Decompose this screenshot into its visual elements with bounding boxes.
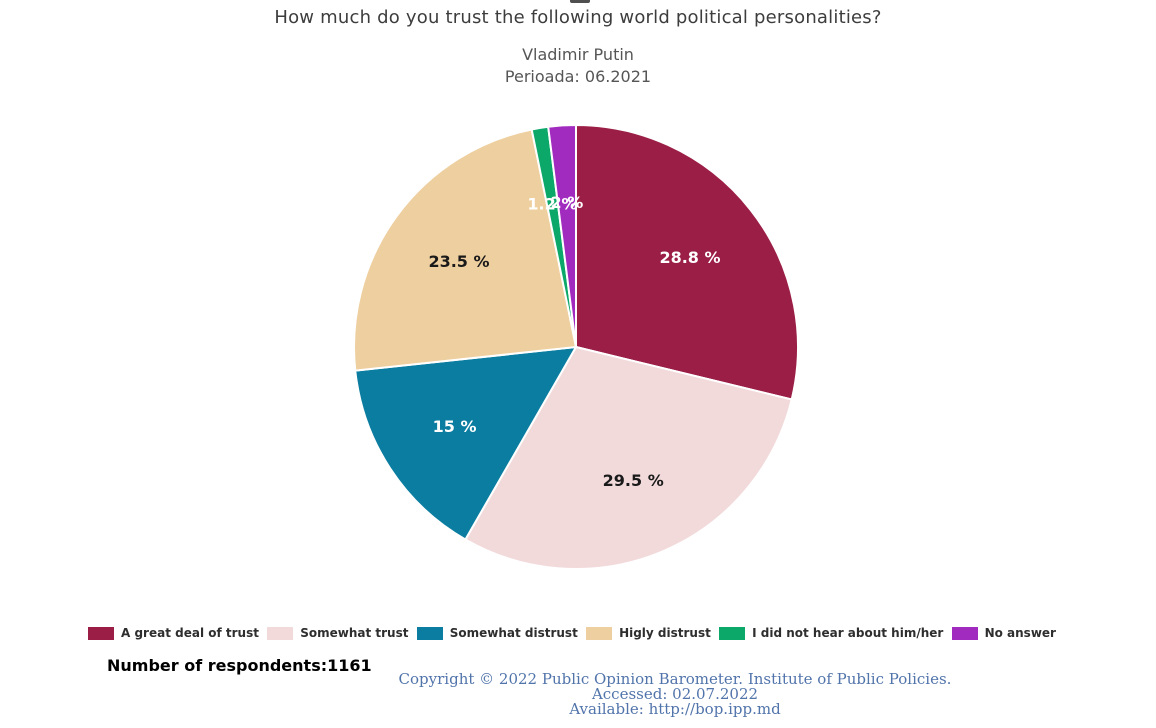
legend-item-somewhat-distrust: Somewhat distrust xyxy=(416,626,578,640)
pie-slice-label-3: 23.5 % xyxy=(428,252,489,271)
pie-chart: 28.8 % 29.5 % 15 % 23.5 % 1.2 %2 % xyxy=(353,124,799,570)
legend-item-somewhat-trust: Somewhat trust xyxy=(267,626,408,640)
legend-label: A great deal of trust xyxy=(121,626,259,640)
clipped-text-fragment xyxy=(570,0,590,3)
pie-slice-3 xyxy=(353,128,577,372)
legend-item-a-great-deal-of-trust: A great deal of trust xyxy=(88,626,259,640)
legend-swatch xyxy=(719,626,746,640)
copyright-line: Copyright © 2022 Public Opinion Baromete… xyxy=(398,670,952,688)
legend-label: Somewhat trust xyxy=(300,626,409,640)
chart-subtitle: Vladimir Putin Perioada: 06.2021 xyxy=(0,44,1156,88)
respondents-count: Number of respondents:1161 xyxy=(107,656,372,675)
legend-item-did-not-hear: I did not hear about him/her xyxy=(719,626,943,640)
chart-subtitle-name: Vladimir Putin xyxy=(522,45,634,64)
chart-title: How much do you trust the following worl… xyxy=(274,7,882,28)
legend-swatch xyxy=(416,626,443,640)
legend-label: Somewhat distrust xyxy=(449,626,578,640)
pie-slice-label-4: 1.2 % xyxy=(527,195,577,214)
legend-label: No answer xyxy=(984,626,1056,640)
pie-slice-1 xyxy=(464,346,793,570)
pie-slice-5 xyxy=(547,124,577,348)
copyright-block: Copyright © 2022 Public Opinion Baromete… xyxy=(275,672,1075,717)
legend-label: I did not hear about him/her xyxy=(752,626,944,640)
pie-slice-0 xyxy=(575,124,799,401)
copyright-accessed-line: Accessed: 02.07.2022 xyxy=(591,685,759,703)
pie-slice-label-0: 28.8 % xyxy=(659,248,720,267)
legend-swatch xyxy=(267,626,294,640)
legend-item-higly-distrust: Higly distrust xyxy=(586,626,711,640)
copyright-url-line: Available: http://bop.ipp.md xyxy=(569,700,781,718)
pie-slice-label-1: 29.5 % xyxy=(603,471,664,490)
legend-swatch xyxy=(951,626,978,640)
legend-item-no-answer: No answer xyxy=(951,626,1056,640)
legend-swatch xyxy=(586,626,613,640)
pie-slice-label-2: 15 % xyxy=(433,417,477,436)
pie-slice-2 xyxy=(354,346,577,541)
chart-subtitle-period: Perioada: 06.2021 xyxy=(504,67,652,86)
legend-label: Higly distrust xyxy=(619,626,711,640)
pie-legend: A great deal of trust Somewhat trust Som… xyxy=(88,625,1056,641)
pie-slice-label-5: 2 % xyxy=(551,193,584,212)
legend-swatch xyxy=(88,626,114,640)
